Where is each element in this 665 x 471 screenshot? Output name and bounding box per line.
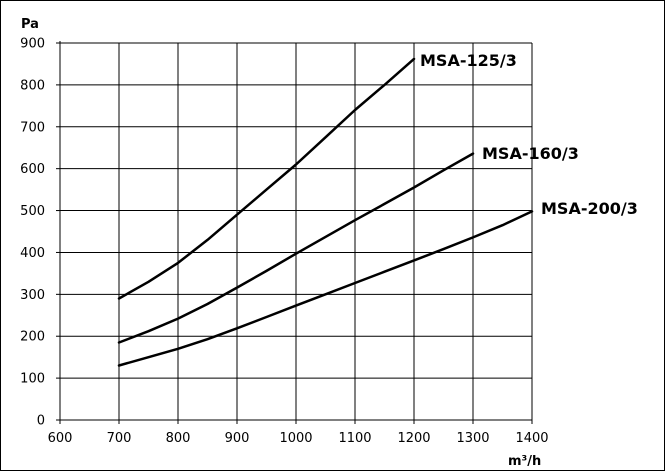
x-axis-title: m³/h: [508, 454, 541, 469]
y-tick-label-0: 0: [37, 414, 45, 429]
series: [117, 57, 534, 367]
y-tick-label-100: 100: [20, 372, 45, 387]
y-tick-label-300: 300: [20, 288, 45, 303]
y-tick-label-600: 600: [20, 162, 45, 177]
y-tick-label-900: 900: [20, 37, 45, 52]
series-label-msa-200-3: MSA-200/3: [541, 199, 638, 218]
y-tick-label-700: 700: [20, 120, 45, 135]
y-tick-label-500: 500: [20, 204, 45, 219]
series-line-msa-160-3: [117, 152, 475, 344]
x-tick-label-900: 900: [225, 431, 250, 446]
x-tick-label-600: 600: [48, 431, 73, 446]
y-tick-label-800: 800: [20, 78, 45, 93]
series-line-msa-125-3: [117, 57, 416, 300]
x-tick-label-800: 800: [166, 431, 191, 446]
x-tick-label-1000: 1000: [279, 431, 312, 446]
x-tick-label-1400: 1400: [515, 431, 548, 446]
y-tick-label-400: 400: [20, 246, 45, 261]
x-tick-label-1300: 1300: [456, 431, 489, 446]
x-tick-label-700: 700: [107, 431, 132, 446]
grid: [60, 42, 533, 420]
series-label-msa-125-3: MSA-125/3: [420, 51, 517, 70]
x-tick-label-1200: 1200: [397, 431, 430, 446]
series-line-msa-200-3: [117, 210, 534, 367]
series-label-msa-160-3: MSA-160/3: [482, 144, 579, 163]
y-axis-title: Pa: [21, 17, 39, 32]
x-tick-label-1100: 1100: [338, 431, 371, 446]
axes: 0 100 200 300 400 500 600 700 800 900 600 700 800 900…: [20, 37, 548, 447]
y-tick-label-200: 200: [20, 330, 45, 345]
